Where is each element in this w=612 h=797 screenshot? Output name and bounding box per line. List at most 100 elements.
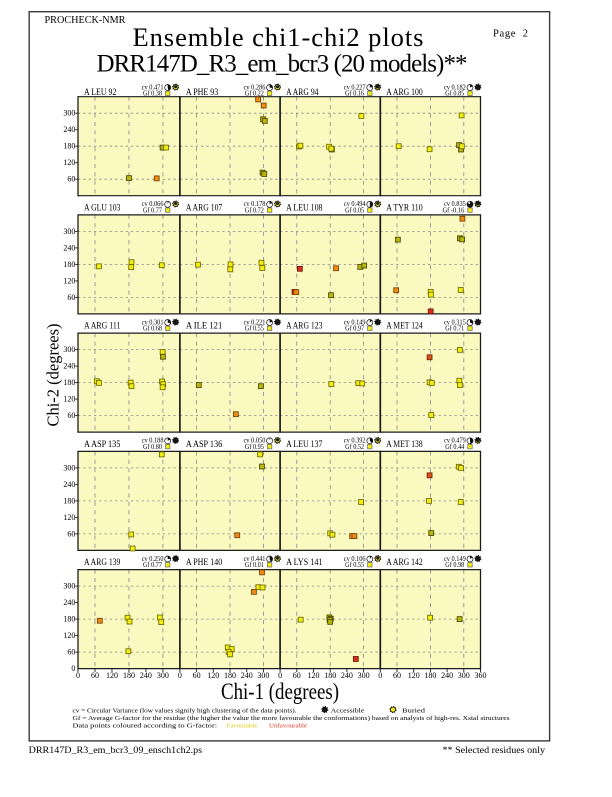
svg-text:300: 300 bbox=[63, 582, 75, 591]
svg-text:120: 120 bbox=[408, 671, 420, 680]
svg-text:Gf 0.16: Gf 0.16 bbox=[345, 90, 364, 98]
svg-text:240: 240 bbox=[63, 480, 75, 489]
svg-text:Gf 0.77: Gf 0.77 bbox=[143, 561, 162, 569]
svg-text:240: 240 bbox=[441, 671, 453, 680]
svg-text:A GLU 103: A GLU 103 bbox=[84, 203, 121, 213]
svg-text:A ASP 136: A ASP 136 bbox=[186, 440, 223, 450]
svg-text:0: 0 bbox=[71, 664, 75, 673]
svg-text:300: 300 bbox=[458, 671, 470, 680]
svg-text:180: 180 bbox=[123, 671, 135, 680]
svg-text:60: 60 bbox=[67, 411, 75, 420]
svg-text:cv 0.494: cv 0.494 bbox=[344, 200, 366, 208]
svg-text:120: 120 bbox=[63, 631, 75, 640]
svg-text:Gf 0.85: Gf 0.85 bbox=[445, 90, 464, 98]
svg-text:A LEU 108: A LEU 108 bbox=[286, 203, 323, 213]
svg-text:300: 300 bbox=[257, 671, 269, 680]
svg-text:cv 0.149: cv 0.149 bbox=[344, 318, 366, 326]
svg-text:Gf 0.68: Gf 0.68 bbox=[143, 325, 162, 333]
svg-text:300: 300 bbox=[63, 345, 75, 354]
svg-text:60: 60 bbox=[67, 293, 75, 302]
svg-text:Favourable: Favourable bbox=[226, 722, 257, 729]
svg-text:A MET 138: A MET 138 bbox=[386, 440, 423, 450]
svg-text:240: 240 bbox=[63, 598, 75, 607]
svg-text:Gf 0.97: Gf 0.97 bbox=[345, 325, 364, 333]
svg-text:120: 120 bbox=[63, 395, 75, 404]
svg-text:300: 300 bbox=[63, 463, 75, 472]
svg-text:A ARG 94: A ARG 94 bbox=[286, 88, 319, 98]
svg-text:A PHE 93: A PHE 93 bbox=[186, 88, 219, 98]
svg-text:60: 60 bbox=[193, 671, 201, 680]
svg-text:A ARG 111: A ARG 111 bbox=[84, 322, 121, 332]
svg-text:cv 0.250: cv 0.250 bbox=[142, 555, 164, 563]
svg-text:Ensemble chi1-chi2 plots: Ensemble chi1-chi2 plots bbox=[133, 22, 424, 52]
svg-text:Chi-1 (degrees): Chi-1 (degrees) bbox=[221, 679, 339, 704]
svg-text:240: 240 bbox=[63, 125, 75, 134]
svg-text:cv 0.471: cv 0.471 bbox=[142, 83, 164, 91]
svg-text:360: 360 bbox=[475, 671, 487, 680]
svg-text:Gf 0.77: Gf 0.77 bbox=[143, 206, 162, 214]
svg-text:240: 240 bbox=[63, 362, 75, 371]
svg-text:240: 240 bbox=[63, 243, 75, 252]
svg-text:Accessible: Accessible bbox=[331, 707, 365, 714]
svg-text:Gf 0.01: Gf 0.01 bbox=[245, 561, 264, 569]
svg-text:0: 0 bbox=[278, 671, 282, 680]
svg-text:60: 60 bbox=[67, 175, 75, 184]
svg-text:Gf 0.71: Gf 0.71 bbox=[445, 325, 464, 333]
svg-text:180: 180 bbox=[424, 671, 436, 680]
svg-text:Gf 0.98: Gf 0.98 bbox=[445, 561, 464, 569]
svg-text:cv 0.315: cv 0.315 bbox=[444, 318, 466, 326]
svg-text:Gf 0.38: Gf 0.38 bbox=[143, 90, 162, 98]
svg-text:60: 60 bbox=[67, 529, 75, 538]
svg-text:A LEU 137: A LEU 137 bbox=[286, 440, 323, 450]
svg-text:Gf 0.44: Gf 0.44 bbox=[445, 443, 464, 451]
svg-text:cv 0.050: cv 0.050 bbox=[244, 437, 266, 445]
svg-text:180: 180 bbox=[63, 260, 75, 269]
svg-text:60: 60 bbox=[393, 671, 401, 680]
svg-text:** Selected residues only: ** Selected residues only bbox=[443, 746, 546, 756]
svg-text:A ARG 142: A ARG 142 bbox=[386, 558, 423, 568]
svg-text:cv 0.188: cv 0.188 bbox=[142, 437, 164, 445]
svg-text:A ASP 135: A ASP 135 bbox=[84, 440, 121, 450]
svg-text:240: 240 bbox=[341, 671, 353, 680]
svg-text:A ILE 121: A ILE 121 bbox=[186, 322, 223, 332]
svg-text:Unfavourable: Unfavourable bbox=[269, 722, 307, 729]
svg-text:cv 0.221: cv 0.221 bbox=[244, 318, 266, 326]
svg-text:A ARG 107: A ARG 107 bbox=[186, 203, 223, 213]
svg-text:300: 300 bbox=[157, 671, 169, 680]
svg-text:cv 0.479: cv 0.479 bbox=[444, 437, 466, 445]
svg-text:Gf 0.72: Gf 0.72 bbox=[245, 206, 264, 214]
svg-text:240: 240 bbox=[241, 671, 253, 680]
svg-text:Gf 0.95: Gf 0.95 bbox=[245, 443, 264, 451]
svg-text:cv 0.441: cv 0.441 bbox=[244, 555, 266, 563]
svg-text:180: 180 bbox=[224, 671, 236, 680]
svg-text:PROCHECK-NMR: PROCHECK-NMR bbox=[45, 15, 126, 26]
svg-text:A MET 124: A MET 124 bbox=[386, 322, 423, 332]
svg-text:120: 120 bbox=[106, 671, 118, 680]
svg-text:Chi-2 (degrees): Chi-2 (degrees) bbox=[44, 323, 63, 426]
svg-text:0: 0 bbox=[178, 671, 182, 680]
svg-text:cv 0.149: cv 0.149 bbox=[444, 555, 466, 563]
svg-text:Gf 0.05: Gf 0.05 bbox=[345, 206, 364, 214]
svg-text:A LEU 92: A LEU 92 bbox=[84, 88, 117, 98]
svg-text:60: 60 bbox=[91, 671, 99, 680]
svg-text:120: 120 bbox=[308, 671, 320, 680]
svg-text:DRR147D_R3_em_bcr3_09_ensch1ch: DRR147D_R3_em_bcr3_09_ensch1ch2.ps bbox=[29, 746, 203, 756]
svg-text:cv 0.286: cv 0.286 bbox=[244, 83, 266, 91]
svg-text:cv = Circular Variance (low va: cv = Circular Variance (low values signi… bbox=[73, 707, 297, 714]
svg-text:cv 0.835: cv 0.835 bbox=[444, 200, 466, 208]
svg-text:120: 120 bbox=[63, 276, 75, 285]
svg-text:Gf 0.55: Gf 0.55 bbox=[245, 325, 264, 333]
svg-text:Gf 0.55: Gf 0.55 bbox=[345, 561, 364, 569]
svg-text:0: 0 bbox=[76, 671, 80, 680]
svg-text:Gf 0.80: Gf 0.80 bbox=[143, 443, 162, 451]
svg-text:180: 180 bbox=[63, 496, 75, 505]
svg-text:Gf 0.52: Gf 0.52 bbox=[345, 443, 364, 451]
svg-text:300: 300 bbox=[63, 227, 75, 236]
svg-text:300: 300 bbox=[358, 671, 370, 680]
svg-text:120: 120 bbox=[63, 513, 75, 522]
svg-text:A LYS 141: A LYS 141 bbox=[286, 558, 323, 568]
svg-text:cv 0.106: cv 0.106 bbox=[344, 555, 366, 563]
svg-text:180: 180 bbox=[63, 142, 75, 151]
svg-text:cv 0.066: cv 0.066 bbox=[142, 200, 164, 208]
svg-text:Page 2: Page 2 bbox=[493, 29, 528, 40]
